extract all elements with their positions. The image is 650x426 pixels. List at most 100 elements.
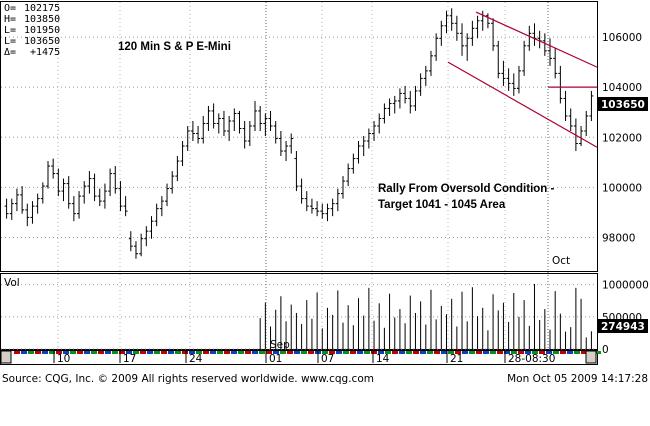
price-bar bbox=[439, 20, 444, 46]
ohlc-last-value: 103650 bbox=[24, 36, 60, 47]
price-bar bbox=[527, 25, 532, 51]
session-marker bbox=[567, 351, 573, 354]
session-marker bbox=[371, 351, 377, 354]
session-marker bbox=[70, 351, 76, 354]
session-marker bbox=[21, 351, 27, 354]
last-price-value: 103650 bbox=[601, 99, 645, 111]
channel-upper-line bbox=[475, 11, 598, 68]
date-label: 10 bbox=[57, 353, 70, 365]
price-bar bbox=[377, 113, 382, 134]
price-bar bbox=[366, 128, 371, 149]
price-bar bbox=[506, 68, 511, 91]
date-label: 07 bbox=[321, 353, 334, 365]
price-bar bbox=[258, 105, 263, 131]
price-bar bbox=[273, 120, 278, 144]
session-marker bbox=[441, 351, 447, 354]
session-marker bbox=[546, 351, 552, 354]
volume-label: Vol bbox=[4, 277, 20, 289]
oct-label: Oct bbox=[552, 255, 570, 267]
session-marker bbox=[378, 351, 384, 354]
price-bar bbox=[372, 120, 377, 142]
session-marker bbox=[49, 351, 55, 354]
price-bar bbox=[361, 136, 366, 157]
price-bar bbox=[216, 113, 221, 134]
price-bar bbox=[460, 23, 465, 56]
price-bar bbox=[563, 90, 568, 121]
price-bar bbox=[335, 188, 340, 212]
session-marker bbox=[504, 351, 510, 354]
price-bar bbox=[553, 48, 558, 79]
session-marker bbox=[161, 351, 167, 354]
ohlc-open-label: O= bbox=[4, 3, 16, 14]
price-bar bbox=[102, 183, 107, 209]
session-marker bbox=[259, 351, 265, 354]
price-bar bbox=[475, 15, 480, 39]
price-bar bbox=[133, 241, 138, 259]
price-bar bbox=[77, 191, 82, 219]
price-tick-label: 100000 bbox=[602, 182, 642, 194]
price-bar bbox=[268, 110, 273, 131]
price-bar bbox=[413, 85, 418, 111]
date-label: 17 bbox=[123, 353, 136, 365]
session-marker bbox=[497, 351, 503, 354]
price-bar bbox=[309, 198, 314, 214]
price-bar bbox=[61, 178, 66, 202]
date-label: 28-08:30 bbox=[508, 353, 555, 365]
price-bar bbox=[87, 171, 92, 194]
price-tick-label: 104000 bbox=[602, 82, 642, 94]
session-marker bbox=[574, 351, 580, 354]
price-bar bbox=[35, 193, 40, 214]
price-bar bbox=[144, 226, 149, 247]
volume-tick-label: 0 bbox=[602, 344, 609, 356]
price-bar bbox=[387, 98, 392, 116]
session-marker bbox=[301, 351, 307, 354]
scroll-right-handle[interactable] bbox=[585, 350, 597, 364]
session-marker bbox=[427, 351, 433, 354]
session-marker bbox=[525, 351, 531, 354]
ohlc-last-label: L= bbox=[4, 36, 16, 47]
session-marker bbox=[140, 351, 146, 354]
session-marker bbox=[322, 351, 328, 354]
volume-bars bbox=[259, 284, 592, 349]
volume-panel-frame bbox=[0, 273, 598, 350]
price-bar bbox=[154, 203, 159, 227]
session-marker bbox=[392, 351, 398, 354]
session-marker bbox=[189, 351, 195, 354]
ohlc-open-value: 102175 bbox=[24, 3, 60, 14]
session-marker bbox=[196, 351, 202, 354]
session-marker bbox=[336, 351, 342, 354]
price-bar bbox=[30, 201, 35, 224]
price-bar bbox=[185, 125, 190, 152]
price-bar bbox=[522, 40, 527, 76]
price-bar bbox=[206, 105, 211, 131]
ohlc-change-value: +1475 bbox=[30, 47, 60, 58]
session-marker bbox=[357, 351, 363, 354]
last-volume-badge bbox=[598, 319, 648, 333]
session-marker bbox=[105, 351, 111, 354]
price-bar bbox=[516, 65, 521, 94]
session-marker bbox=[28, 351, 34, 354]
price-bar bbox=[454, 15, 459, 41]
price-bar bbox=[165, 183, 170, 207]
date-label: 01 bbox=[269, 353, 282, 365]
price-bar bbox=[25, 203, 30, 227]
session-marker bbox=[581, 351, 587, 354]
price-bar bbox=[382, 103, 387, 124]
scroll-left-handle[interactable] bbox=[0, 350, 12, 364]
session-marker bbox=[133, 351, 139, 354]
price-axis: 106000 104000 102000 100000 98000 bbox=[602, 32, 642, 244]
price-bar bbox=[351, 153, 356, 174]
session-marker bbox=[434, 351, 440, 354]
price-bar bbox=[434, 33, 439, 61]
price-bar bbox=[485, 13, 490, 29]
price-bar bbox=[356, 141, 361, 164]
price-bar bbox=[232, 108, 237, 131]
session-marker bbox=[406, 351, 412, 354]
price-bar bbox=[159, 196, 164, 217]
price-bar bbox=[128, 231, 133, 252]
last-price-badge bbox=[598, 97, 648, 111]
session-marker bbox=[56, 351, 62, 354]
sep-label: Sep bbox=[270, 339, 290, 351]
